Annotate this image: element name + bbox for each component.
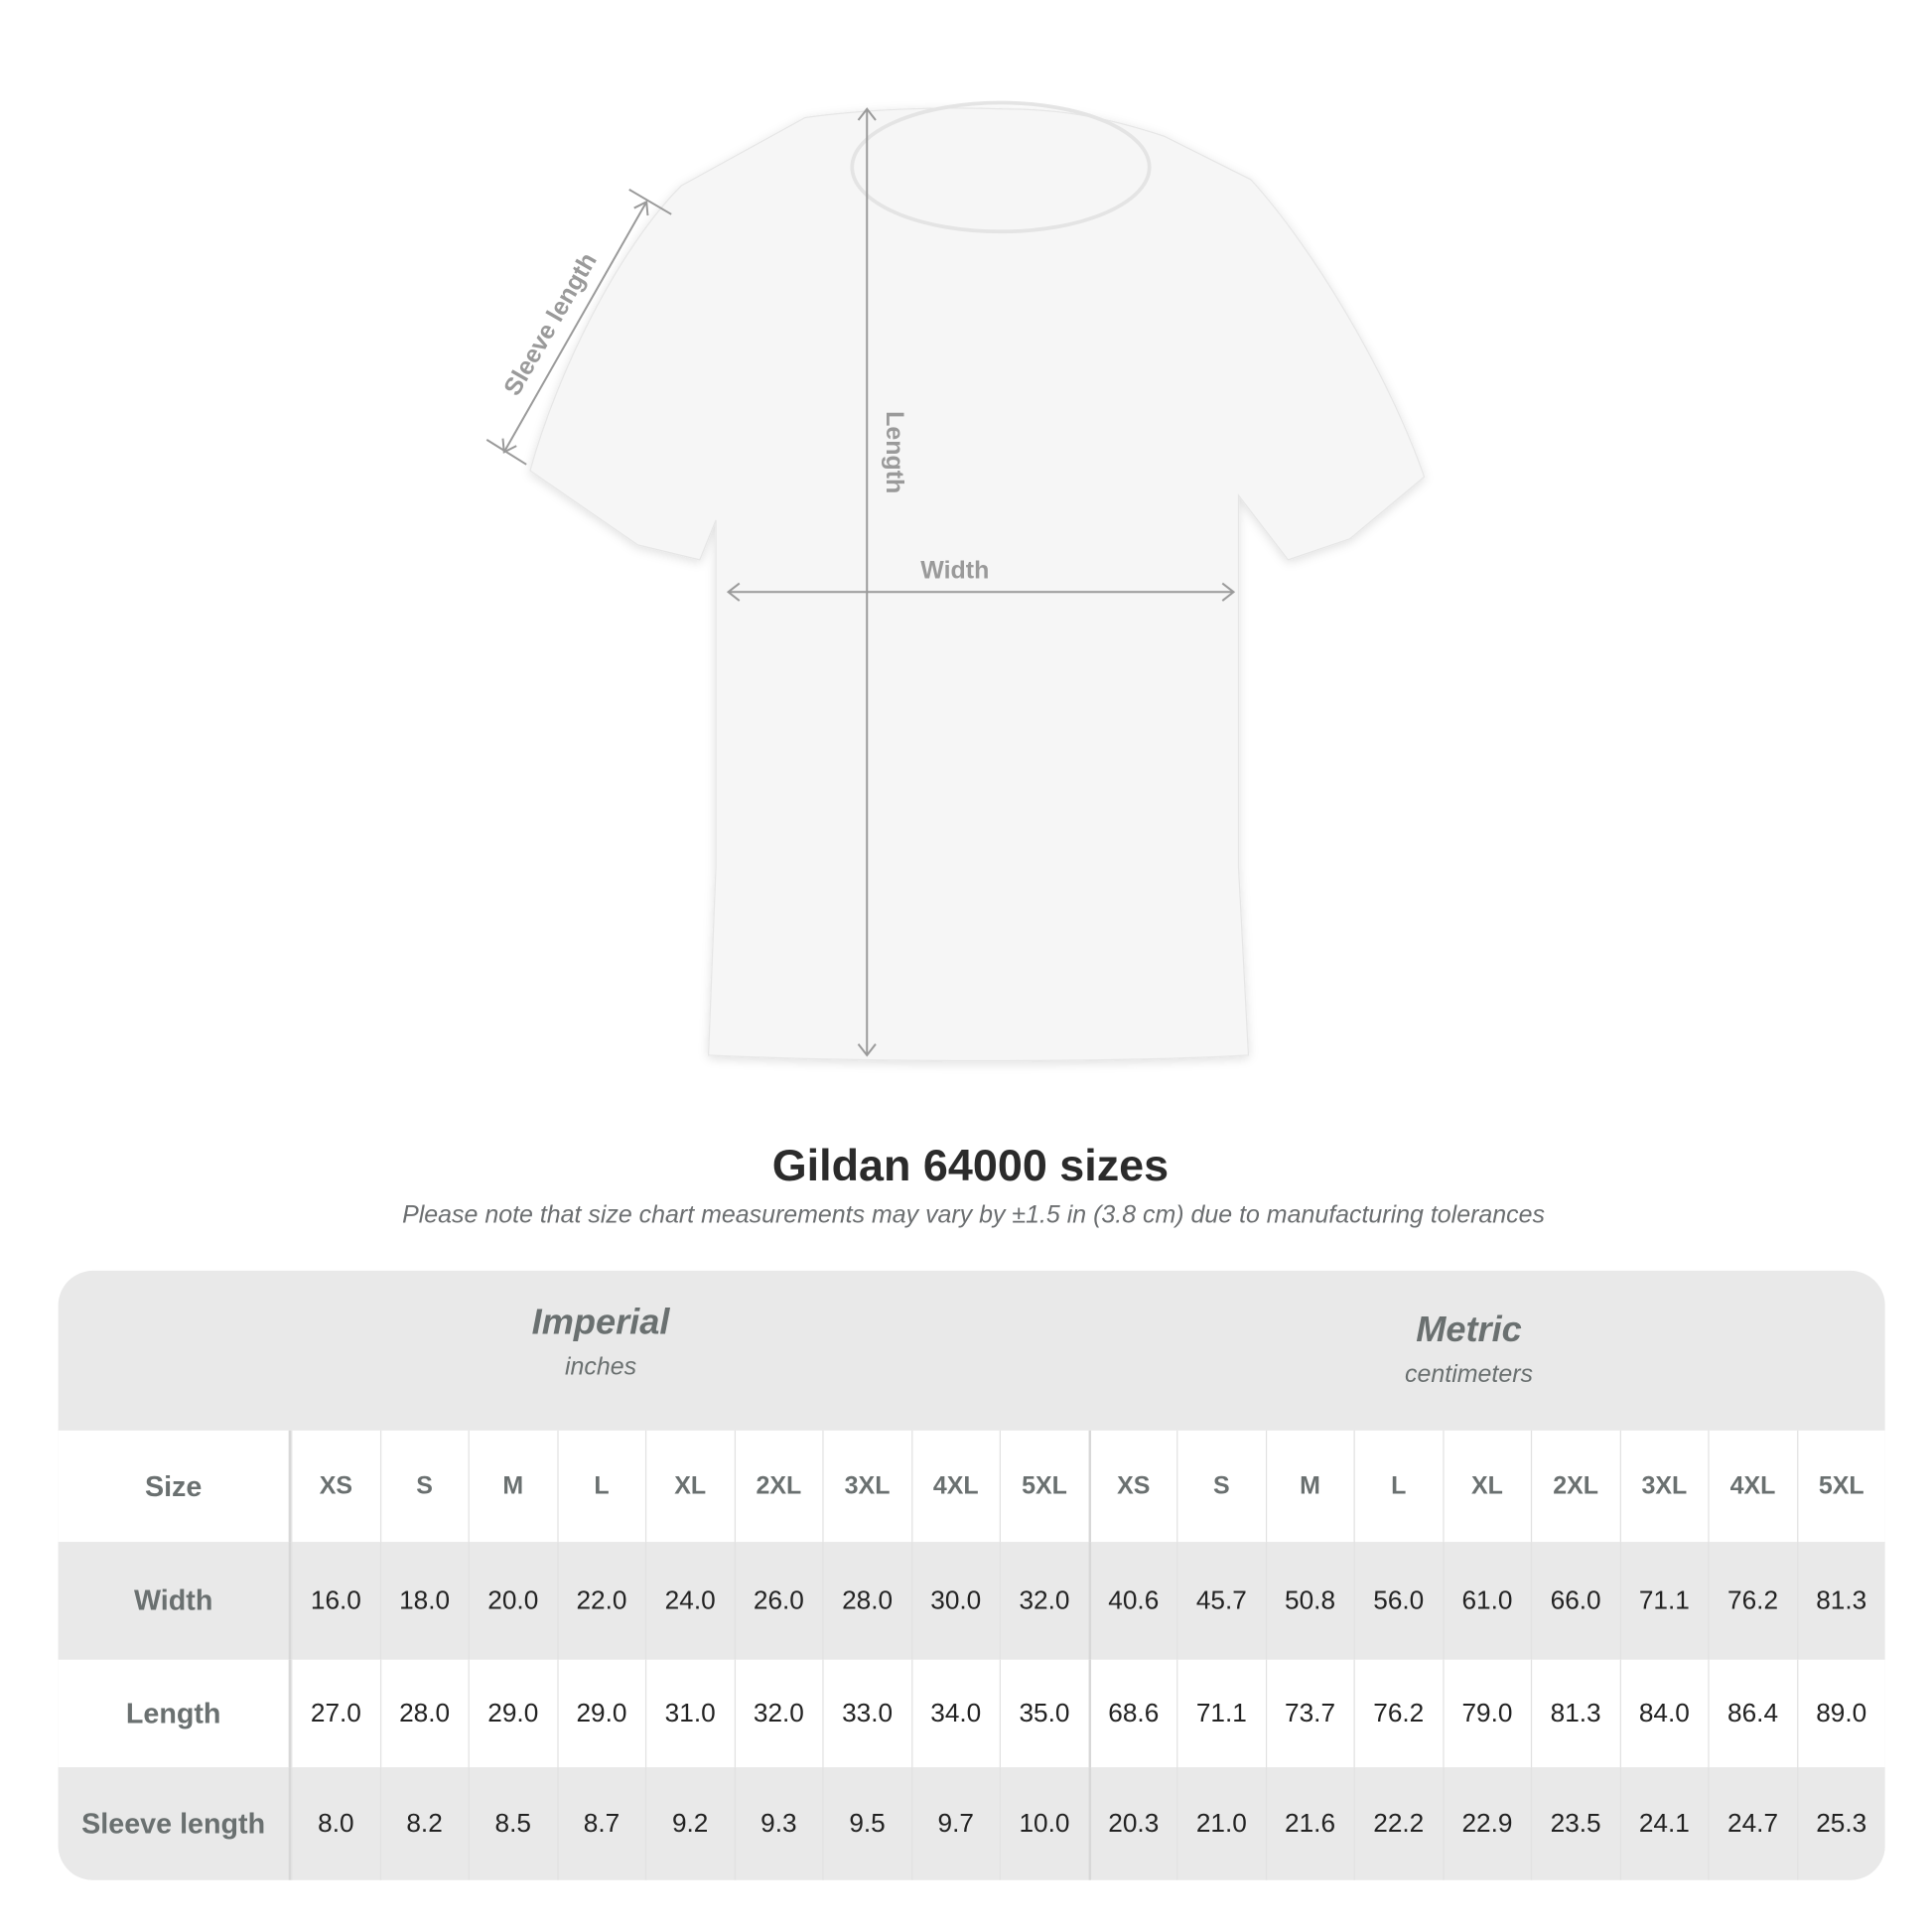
metric-value-cell: 23.5 — [1530, 1767, 1619, 1880]
metric-value-cell: 45.7 — [1176, 1542, 1265, 1660]
imperial-value-cell: 30.0 — [910, 1542, 1000, 1660]
size-table: Imperial inches Metric centimeters Size X… — [58, 1270, 1885, 1880]
imperial-unit: inches — [564, 1353, 637, 1381]
metric-value-cell: 40.6 — [1087, 1542, 1176, 1660]
metric-value-cell: 56.0 — [1353, 1542, 1443, 1660]
imperial-value-cell: 35.0 — [999, 1659, 1088, 1768]
imperial-size-header: M — [468, 1430, 557, 1543]
imperial-value-cell: 8.5 — [468, 1767, 557, 1880]
imperial-value-cell: 9.5 — [822, 1767, 910, 1880]
imperial-size-header: 4XL — [910, 1430, 1000, 1543]
metric-value-cell: 84.0 — [1619, 1659, 1708, 1768]
collar — [850, 100, 1152, 234]
measure-lines — [485, 107, 1236, 1057]
metric-value-cell: 81.3 — [1796, 1542, 1884, 1660]
metric-value-cell: 73.7 — [1265, 1659, 1353, 1768]
imperial-value-cell: 26.0 — [734, 1542, 822, 1660]
imperial-value-cell: 29.0 — [556, 1659, 645, 1768]
tolerance-note: Please note that size chart measurements… — [402, 1201, 1545, 1229]
metric-value-cell: 21.6 — [1265, 1767, 1353, 1880]
metric-value-cell: 86.4 — [1708, 1659, 1796, 1768]
metric-size-header: XS — [1087, 1430, 1176, 1543]
metric-value-cell: 76.2 — [1708, 1542, 1796, 1660]
metric-value-cell: 71.1 — [1619, 1542, 1708, 1660]
imperial-size-header: 3XL — [822, 1430, 910, 1543]
imperial-value-cell: 29.0 — [468, 1659, 557, 1768]
metric-value-cell: 25.3 — [1796, 1767, 1884, 1880]
tshirt-diagram: Length Width Sleeve length — [485, 100, 1426, 1062]
imperial-value-cell: 8.7 — [556, 1767, 645, 1880]
size-header-row: Size XS S M L XL 2XL 3XL 4XL 5XL XS S M L XL 2XL 3XL 4XL 5… — [58, 1430, 1885, 1543]
chart-title: Gildan 64000 sizes — [771, 1139, 1170, 1190]
metric-size-header: M — [1265, 1430, 1353, 1543]
imperial-value-cell: 32.0 — [999, 1542, 1088, 1660]
imperial-size-header: S — [379, 1430, 468, 1543]
metric-value-cell: 24.7 — [1708, 1767, 1796, 1880]
imperial-value-cell: 28.0 — [379, 1659, 468, 1768]
imperial-value-cell: 33.0 — [822, 1659, 910, 1768]
width-label: Width — [920, 557, 989, 585]
row-label: Length — [59, 1659, 292, 1768]
imperial-label: Imperial — [531, 1303, 670, 1343]
imperial-value-cell: 24.0 — [644, 1542, 734, 1660]
imperial-header: Imperial inches — [291, 1303, 910, 1462]
row-label: Sleeve length — [59, 1767, 292, 1880]
table-row: Length 27.0 28.0 29.0 29.0 31.0 32.0 33.0 34.0 35… — [58, 1659, 1885, 1768]
imperial-size-header: XL — [644, 1430, 734, 1543]
metric-value-cell: 24.1 — [1619, 1767, 1708, 1880]
metric-size-header: 2XL — [1530, 1430, 1619, 1543]
metric-label: Metric — [1416, 1310, 1522, 1350]
imperial-size-header: L — [556, 1430, 645, 1543]
metric-value-cell: 22.2 — [1353, 1767, 1443, 1880]
imperial-value-cell: 9.2 — [644, 1767, 734, 1880]
imperial-value-cell: 8.0 — [291, 1767, 379, 1880]
metric-size-header: 3XL — [1619, 1430, 1708, 1543]
metric-value-cell: 81.3 — [1530, 1659, 1619, 1768]
length-label: Length — [881, 411, 908, 493]
imperial-value-cell: 10.0 — [999, 1767, 1088, 1880]
imperial-value-cell: 31.0 — [644, 1659, 734, 1768]
imperial-value-cell: 16.0 — [291, 1542, 379, 1660]
imperial-size-header: 5XL — [999, 1430, 1088, 1543]
metric-value-cell: 68.6 — [1087, 1659, 1176, 1768]
imperial-value-cell: 27.0 — [291, 1659, 379, 1768]
metric-size-header: 5XL — [1796, 1430, 1884, 1543]
tshirt-shape — [529, 107, 1426, 1062]
metric-value-cell: 89.0 — [1796, 1659, 1884, 1768]
metric-value-cell: 22.9 — [1442, 1767, 1531, 1880]
row-label: Size — [59, 1430, 292, 1543]
metric-value-cell: 21.0 — [1176, 1767, 1265, 1880]
table-row: Width 16.0 18.0 20.0 22.0 24.0 26.0 28.0 30.0 32.… — [58, 1542, 1885, 1660]
metric-unit: centimeters — [1405, 1361, 1534, 1389]
imperial-size-header: XS — [291, 1430, 379, 1543]
metric-value-cell: 66.0 — [1530, 1542, 1619, 1660]
row-label: Width — [59, 1542, 292, 1660]
metric-size-header: 4XL — [1708, 1430, 1796, 1543]
metric-size-header: S — [1176, 1430, 1265, 1543]
imperial-value-cell: 9.3 — [734, 1767, 822, 1880]
imperial-value-cell: 9.7 — [910, 1767, 1000, 1880]
imperial-size-header: 2XL — [734, 1430, 822, 1543]
imperial-value-cell: 32.0 — [734, 1659, 822, 1768]
imperial-value-cell: 28.0 — [822, 1542, 910, 1660]
imperial-value-cell: 22.0 — [556, 1542, 645, 1660]
imperial-value-cell: 8.2 — [379, 1767, 468, 1880]
metric-value-cell: 61.0 — [1442, 1542, 1531, 1660]
metric-value-cell: 76.2 — [1353, 1659, 1443, 1768]
imperial-value-cell: 18.0 — [379, 1542, 468, 1660]
metric-value-cell: 71.1 — [1176, 1659, 1265, 1768]
metric-size-header: XL — [1442, 1430, 1531, 1543]
metric-header: Metric centimeters — [1160, 1311, 1779, 1470]
imperial-value-cell: 34.0 — [910, 1659, 1000, 1768]
metric-size-header: L — [1353, 1430, 1443, 1543]
metric-value-cell: 20.3 — [1087, 1767, 1176, 1880]
metric-value-cell: 79.0 — [1442, 1659, 1531, 1768]
metric-value-cell: 50.8 — [1265, 1542, 1353, 1660]
table-row: Sleeve length 8.0 8.2 8.5 8.7 9.2 9.3 9.5 9.7 10.… — [58, 1767, 1885, 1880]
imperial-value-cell: 20.0 — [468, 1542, 557, 1660]
